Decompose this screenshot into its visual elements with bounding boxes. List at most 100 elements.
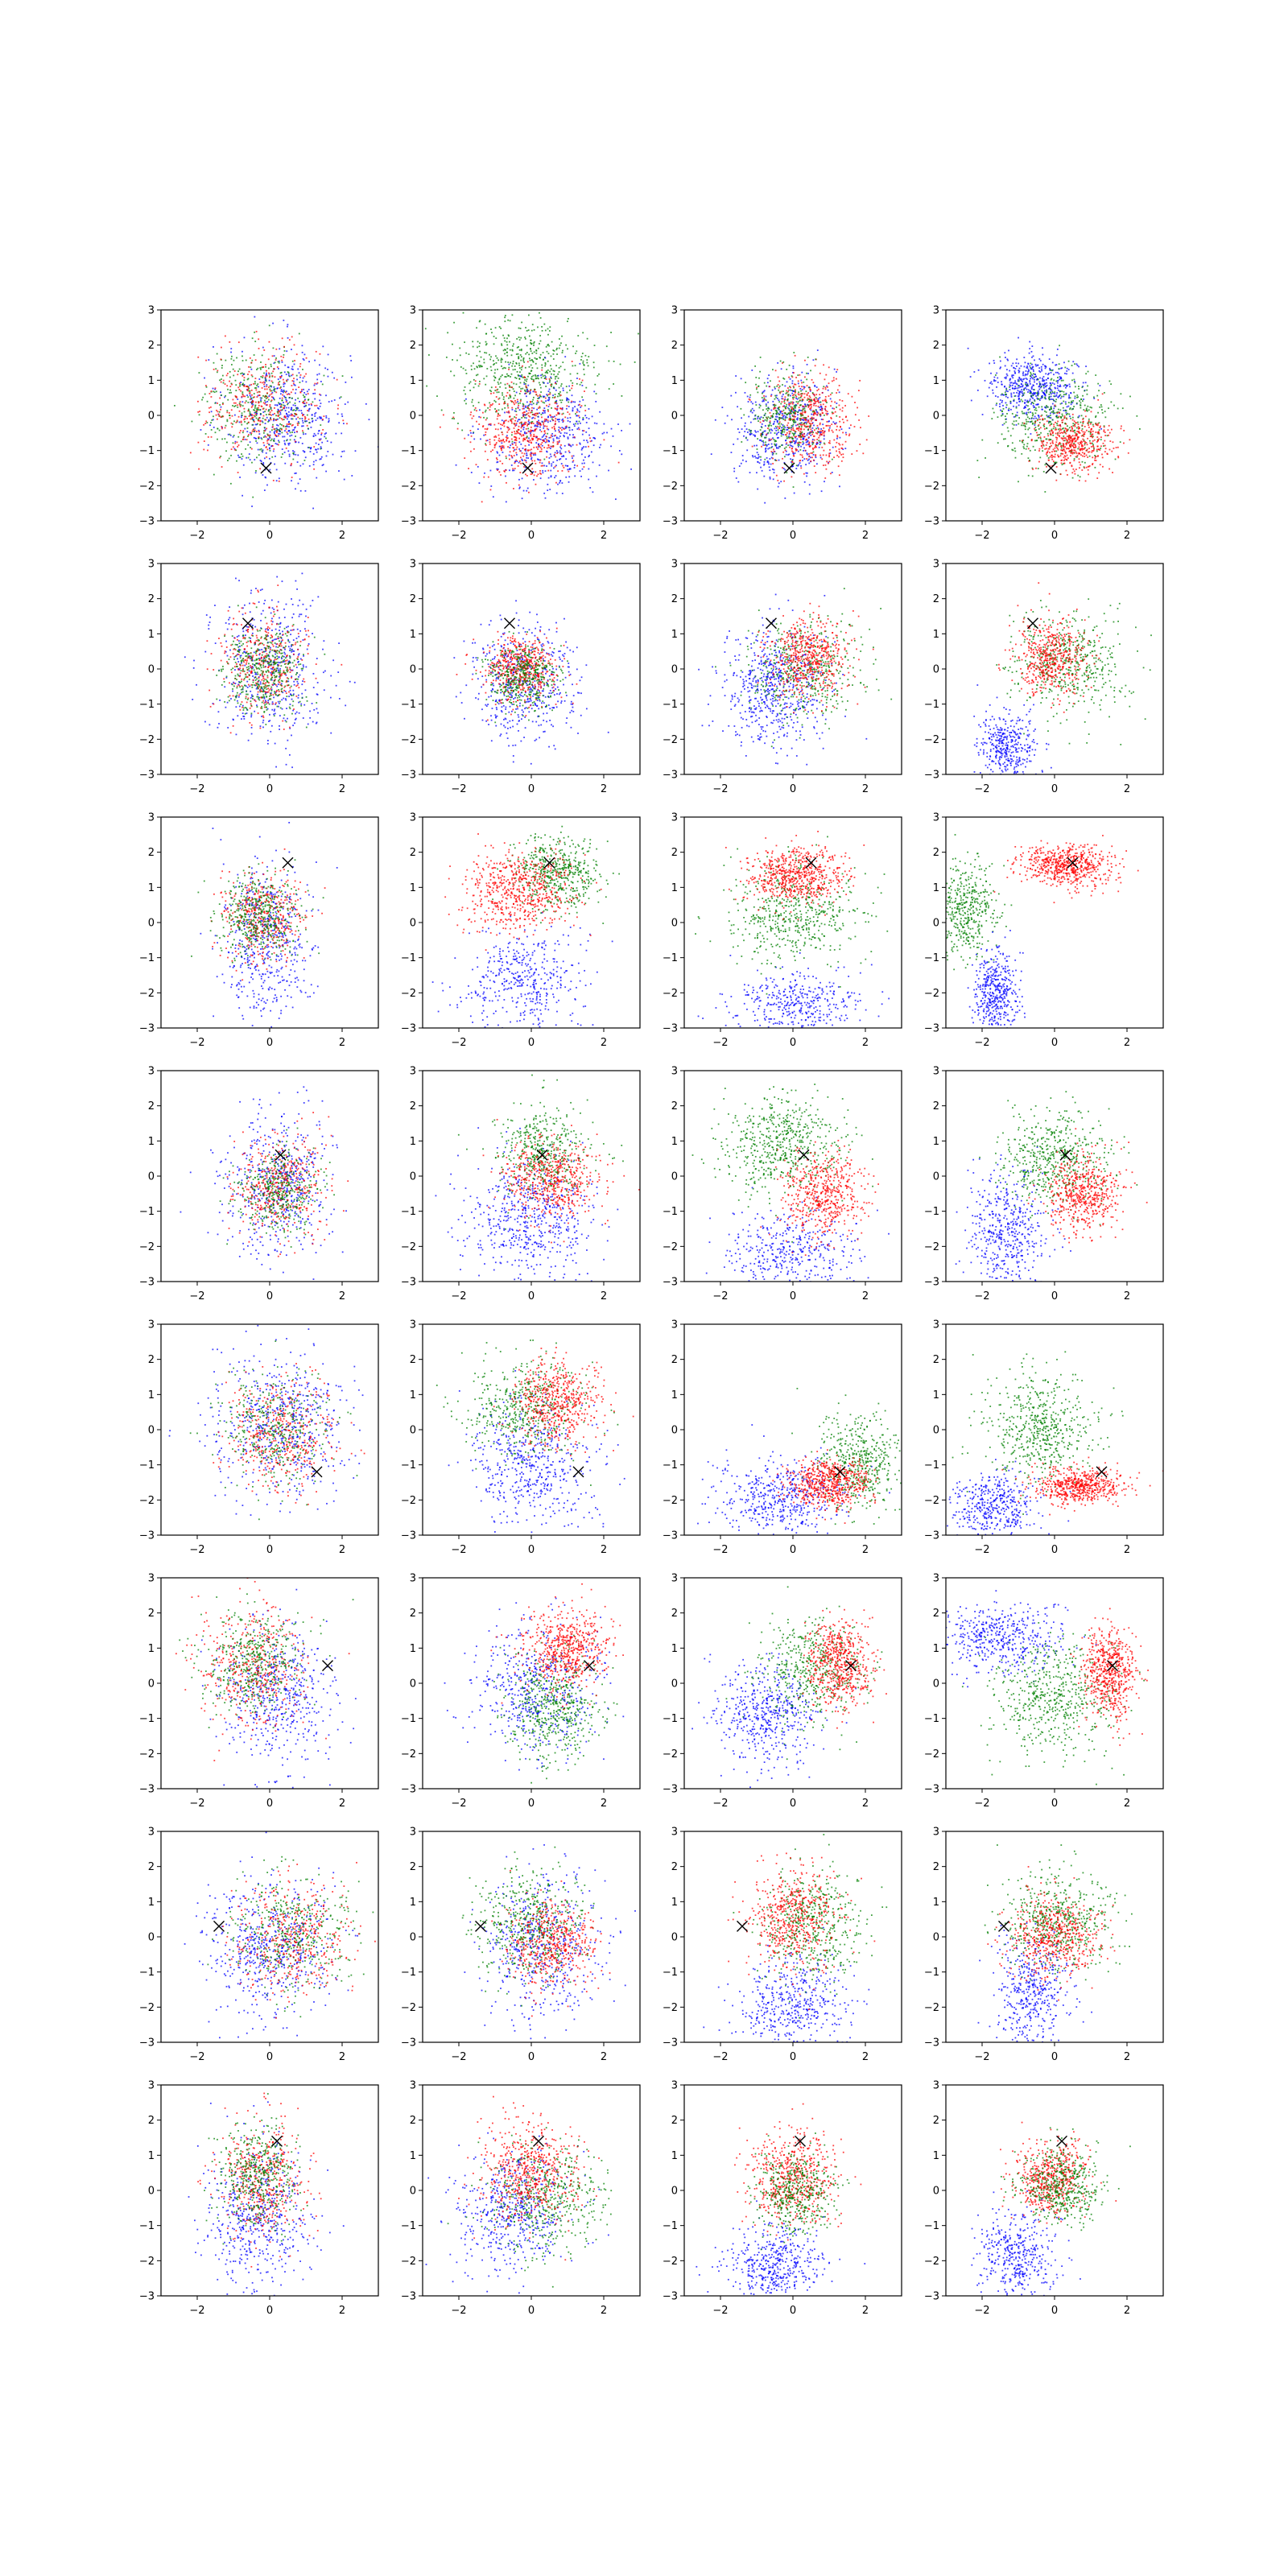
scatter-point-blue: [279, 433, 281, 435]
scatter-point-blue: [554, 452, 556, 454]
scatter-point-green: [287, 371, 289, 373]
scatter-point-blue: [1023, 378, 1026, 380]
scatter-point-red: [532, 413, 535, 415]
scatter-point-blue: [276, 387, 279, 390]
scatter-point-green: [249, 415, 251, 416]
scatter-point-blue: [600, 444, 602, 446]
scatter-point-blue: [322, 464, 324, 466]
scatter-point-red: [250, 390, 253, 391]
scatter-point-blue: [1040, 397, 1042, 399]
scatter-point-red: [530, 473, 532, 476]
scatter-point-red: [795, 428, 798, 430]
scatter-point-red: [749, 399, 751, 401]
scatter-point-green: [528, 353, 530, 356]
scatter-point-blue: [279, 402, 282, 405]
scatter-point-green: [801, 422, 803, 424]
scatter-point-blue: [324, 433, 326, 435]
scatter-point-blue: [1016, 415, 1018, 417]
scatter-point-red: [535, 483, 537, 485]
scatter-point-blue: [285, 407, 287, 409]
scatter-point-red: [822, 399, 824, 402]
scatter-point-red: [500, 445, 502, 448]
scatter-point-blue: [1013, 392, 1015, 394]
scatter-point-red: [493, 444, 496, 447]
scatter-point-green: [1062, 379, 1064, 382]
scatter-point-red: [310, 402, 312, 405]
scatter-point-red: [791, 461, 794, 464]
scatter-point-blue: [1022, 386, 1024, 388]
scatter-point-blue: [580, 422, 581, 424]
scatter-point-blue: [570, 445, 572, 448]
scatter-point-red: [828, 395, 830, 397]
scatter-point-blue: [526, 454, 528, 456]
scatter-point-blue: [263, 489, 266, 491]
scatter-point-blue: [795, 441, 797, 444]
scatter-point-green: [803, 423, 805, 425]
scatter-point-blue: [497, 460, 499, 463]
scatter-point-blue: [826, 385, 828, 387]
scatter-point-red: [221, 466, 223, 468]
scatter-point-green: [802, 415, 804, 417]
scatter-point-blue: [1045, 373, 1047, 375]
scatter-point-green: [799, 404, 801, 407]
scatter-point-green: [1013, 395, 1016, 398]
scatter-point-green: [621, 395, 623, 397]
scatter-point-green: [782, 409, 785, 411]
scatter-point-blue: [288, 420, 290, 423]
scatter-point-green: [489, 390, 491, 391]
scatter-point-red: [482, 425, 485, 427]
scatter-point-green: [583, 374, 585, 376]
scatter-point-blue: [1044, 365, 1046, 367]
scatter-point-blue: [746, 439, 749, 441]
scatter-point-red: [297, 416, 299, 419]
scatter-point-red: [836, 454, 838, 456]
scatter-point-red: [763, 395, 765, 397]
scatter-point-blue: [1068, 383, 1071, 386]
scatter-point-blue: [1056, 392, 1059, 394]
scatter-point-blue: [555, 464, 557, 467]
scatter-point-green: [1046, 405, 1047, 407]
scatter-point-blue: [574, 401, 576, 403]
scatter-point-blue: [561, 419, 564, 421]
scatter-point-green: [790, 431, 792, 433]
scatter-point-blue: [573, 425, 576, 427]
scatter-point-blue: [518, 478, 520, 481]
scatter-point-green: [283, 404, 285, 407]
scatter-point-blue: [567, 417, 569, 419]
scatter-point-green: [544, 329, 547, 332]
scatter-point-red: [778, 406, 781, 408]
scatter-point-green: [247, 396, 250, 398]
scatter-point-blue: [803, 438, 805, 440]
scatter-point-blue: [319, 458, 321, 460]
scatter-point-blue: [835, 422, 837, 424]
scatter-point-blue: [301, 425, 303, 427]
scatter-point-green: [489, 365, 492, 368]
scatter-point-green: [283, 419, 285, 421]
scatter-point-red: [802, 434, 804, 436]
scatter-point-red: [839, 408, 841, 411]
scatter-point-green: [759, 418, 762, 420]
scatter-point-blue: [1045, 378, 1047, 381]
scatter-point-blue: [761, 469, 763, 472]
scatter-point-blue: [331, 371, 333, 374]
scatter-point-red: [305, 357, 308, 359]
x-marker: [522, 462, 534, 474]
scatter-point-green: [806, 399, 808, 401]
scatter-point-red: [486, 428, 488, 431]
scatter-point-green: [541, 326, 543, 328]
scatter-point-blue: [791, 445, 794, 448]
scatter-point-blue: [746, 395, 749, 398]
scatter-point-blue: [762, 442, 765, 444]
scatter-point-green: [494, 376, 496, 378]
scatter-point-green: [552, 369, 555, 372]
scatter-point-blue: [603, 431, 605, 434]
scatter-point-red: [506, 439, 508, 441]
scatter-point-red: [515, 414, 518, 416]
scatter-point-red: [808, 422, 811, 424]
scatter-point-green: [1041, 414, 1043, 416]
scatter-point-red: [226, 411, 229, 414]
scatter-point-blue: [292, 404, 295, 407]
scatter-point-blue: [518, 374, 521, 377]
scatter-point-blue: [268, 395, 270, 398]
scatter-point-green: [496, 391, 498, 394]
